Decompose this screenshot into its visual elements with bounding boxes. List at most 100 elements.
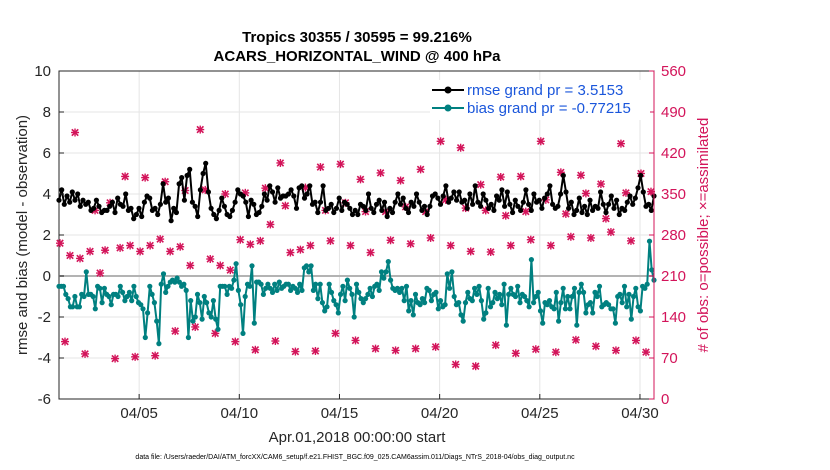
bias-point bbox=[419, 296, 425, 302]
bias-point bbox=[517, 300, 523, 306]
y-right-tick-label: 70 bbox=[661, 350, 678, 367]
rmse-point bbox=[176, 181, 182, 187]
bias-point bbox=[115, 293, 121, 300]
bias-point bbox=[417, 302, 423, 308]
bias-point bbox=[285, 281, 291, 287]
bias-point bbox=[263, 285, 269, 291]
rmse-point bbox=[384, 213, 390, 220]
rmse-point bbox=[491, 207, 497, 213]
obs-assimilated-marker bbox=[536, 137, 545, 146]
bias-point bbox=[72, 293, 78, 300]
bias-point bbox=[403, 283, 410, 289]
bias-point bbox=[544, 302, 550, 308]
rmse-point bbox=[648, 207, 654, 213]
rmse-point bbox=[598, 189, 604, 195]
bias-point bbox=[422, 300, 428, 306]
obs-assimilated-marker bbox=[531, 345, 540, 354]
rmse-point bbox=[640, 189, 646, 195]
rmse-point bbox=[69, 189, 75, 195]
bias-point bbox=[122, 298, 128, 304]
obs-assimilated-marker bbox=[236, 235, 245, 244]
rmse-point bbox=[307, 183, 313, 189]
bias-point bbox=[117, 283, 123, 289]
bias-point bbox=[333, 302, 339, 308]
rmse-point bbox=[301, 195, 308, 201]
rmse-point bbox=[109, 199, 115, 205]
bias-point bbox=[156, 341, 162, 347]
bias-point bbox=[621, 283, 628, 289]
bias-point bbox=[276, 279, 282, 285]
bias-point bbox=[238, 302, 244, 308]
bias-point bbox=[426, 287, 432, 293]
bias-point bbox=[606, 302, 612, 308]
rmse-point bbox=[131, 216, 137, 222]
bias-point bbox=[617, 291, 623, 297]
bias-point bbox=[406, 308, 412, 314]
bias-point bbox=[108, 302, 114, 308]
rmse-point bbox=[574, 207, 580, 213]
bias-point bbox=[249, 263, 255, 269]
bias-point bbox=[456, 300, 462, 306]
rmse-point bbox=[245, 213, 251, 220]
bias-point bbox=[322, 308, 328, 314]
y-tick-label: 8 bbox=[43, 104, 51, 121]
rmse-point bbox=[344, 201, 350, 207]
rmse-point bbox=[411, 203, 417, 209]
rmse-point bbox=[173, 209, 179, 216]
rmse-point bbox=[638, 172, 644, 179]
y-right-tick-label: 0 bbox=[661, 391, 669, 408]
rmse-point bbox=[259, 203, 265, 209]
bias-point bbox=[194, 291, 201, 297]
obs-assimilated-marker bbox=[186, 261, 195, 270]
rmse-point bbox=[136, 205, 142, 211]
bias-point bbox=[437, 298, 444, 304]
bias-point bbox=[242, 293, 248, 300]
x-axis-label: Apr.01,2018 00:00:00 start bbox=[269, 429, 447, 446]
rmse-point bbox=[627, 193, 633, 199]
rmse-point bbox=[67, 199, 73, 205]
bias-point bbox=[610, 306, 616, 312]
bias-point bbox=[247, 283, 253, 289]
bias-point bbox=[465, 289, 471, 295]
bias-point bbox=[481, 316, 487, 322]
rmse-point bbox=[427, 203, 433, 209]
bias-point bbox=[335, 310, 341, 316]
bias-point bbox=[444, 271, 450, 277]
rmse-point bbox=[526, 201, 532, 207]
rmse-point bbox=[171, 205, 177, 211]
rmse-point bbox=[365, 191, 372, 197]
bias-point bbox=[503, 322, 509, 328]
bias-point bbox=[204, 300, 210, 306]
obs-assimilated-marker bbox=[191, 322, 200, 331]
rmse-point bbox=[488, 201, 494, 207]
rmse-point bbox=[288, 187, 294, 193]
obs-assimilated-marker bbox=[496, 173, 505, 182]
rmse-point bbox=[189, 199, 195, 205]
bias-point bbox=[558, 300, 564, 306]
rmse-point bbox=[376, 197, 382, 203]
obs-assimilated-marker bbox=[276, 158, 285, 167]
rmse-point bbox=[75, 191, 81, 197]
obs-assimilated-marker bbox=[586, 233, 595, 242]
rmse-point bbox=[413, 191, 420, 197]
bias-point bbox=[235, 287, 241, 293]
bias-point bbox=[165, 283, 171, 289]
rmse-point bbox=[96, 203, 102, 209]
bias-point bbox=[590, 310, 596, 316]
rmse-point bbox=[187, 166, 193, 172]
bias-point bbox=[592, 289, 598, 295]
y-right-tick-label: 350 bbox=[661, 186, 686, 203]
rmse-point bbox=[179, 175, 185, 181]
rmse-point bbox=[315, 209, 321, 216]
bias-point bbox=[388, 277, 394, 283]
obs-assimilated-marker bbox=[546, 241, 555, 250]
rmse-point bbox=[208, 205, 214, 211]
bias-point bbox=[383, 269, 389, 275]
rmse-point bbox=[205, 189, 211, 195]
bias-point bbox=[319, 300, 325, 306]
bias-point bbox=[410, 312, 416, 318]
rmse-point bbox=[632, 195, 638, 201]
bias-point bbox=[183, 287, 189, 293]
obs-assimilated-marker bbox=[76, 254, 85, 263]
obs-assimilated-marker bbox=[366, 248, 375, 257]
